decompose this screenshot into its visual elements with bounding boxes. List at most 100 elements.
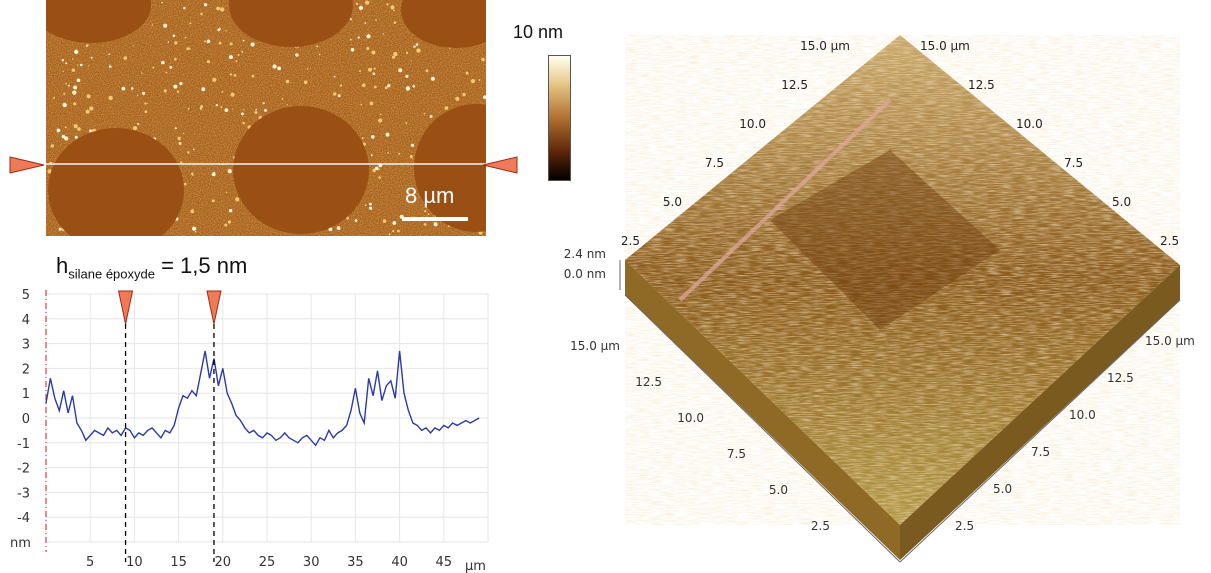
surface-front-right-tick: 15.0 µm (1145, 334, 1195, 348)
afm-speckle (318, 53, 321, 56)
afm-speckle (365, 204, 367, 206)
afm-speckle (206, 39, 211, 44)
afm-speckle (190, 172, 194, 176)
afm-speckle (199, 107, 202, 110)
afm-speckle (306, 68, 309, 70)
afm-speckle (373, 85, 377, 89)
afm-speckle (410, 143, 415, 147)
afm-speckle (405, 86, 411, 91)
profile-x-tick: 15 (170, 555, 187, 570)
afm-speckle (144, 110, 148, 113)
afm-speckle (242, 121, 245, 125)
profile-markers (117, 290, 222, 562)
axis-front-left (624, 294, 901, 563)
afm-speckle (354, 219, 358, 222)
profile-x-tick: 5 (86, 555, 94, 570)
afm-speckle (161, 60, 165, 65)
afm-speckle (413, 45, 416, 48)
surface-front-left-tick: 7.5 (727, 447, 746, 461)
afm-speckle (74, 49, 79, 55)
surface-depression (770, 150, 1000, 330)
afm-speckle (391, 55, 396, 59)
profile-y-tick: -2 (17, 462, 30, 477)
afm-speckle (254, 111, 258, 115)
afm-speckle (433, 222, 438, 227)
afm-speckle (378, 176, 381, 179)
afm-speckle (382, 219, 387, 223)
scalebar-label: 8 µm (405, 183, 455, 208)
afm-disk (401, 0, 486, 48)
afm-speckle (79, 63, 83, 67)
afm-speckle (216, 6, 221, 11)
afm-speckle (132, 126, 138, 131)
afm-speckle (241, 51, 244, 53)
afm-speckle (179, 81, 183, 86)
profile-y-tick: 0 (22, 412, 30, 427)
afm-speckle (188, 47, 191, 50)
afm-speckle (430, 76, 435, 81)
afm-speckle (410, 60, 412, 62)
afm-speckle (237, 54, 240, 56)
afm-speckle (227, 169, 232, 174)
profile-x-tick: 10 (126, 555, 143, 570)
afm-speckle (183, 6, 186, 10)
afm-speckle (398, 152, 401, 155)
afm-speckle (386, 3, 389, 6)
afm-speckle (225, 30, 227, 32)
afm-speckle (316, 45, 319, 48)
afm-speckle (362, 83, 366, 87)
afm-speckle (217, 28, 220, 32)
afm-speckle (349, 18, 352, 21)
height-annotation-main: h (56, 253, 69, 278)
afm-speckle (186, 47, 190, 51)
afm-speckle (371, 135, 375, 139)
afm-speckle (264, 109, 267, 112)
afm-speckle (250, 42, 255, 47)
afm-speckle (373, 67, 376, 70)
profile-y-tick: 2 (22, 362, 30, 377)
surface-front-right-tick: 2.5 (955, 519, 974, 533)
afm-speckle (415, 43, 419, 46)
afm-speckle (393, 51, 398, 57)
surface-z-tick: 2.4 nm (564, 247, 606, 261)
afm-disk (233, 106, 369, 234)
profile-marker-left (9, 156, 45, 174)
afm-speckle (286, 104, 289, 106)
afm-speckle (364, 22, 367, 24)
afm-speckle (455, 96, 460, 101)
profile-x-tick: 20 (215, 555, 232, 570)
afm-disk (46, 0, 151, 43)
afm-speckle (235, 60, 238, 62)
afm-speckle (405, 74, 409, 78)
afm-speckle (174, 41, 178, 45)
profile-y-tick: -1 (17, 437, 30, 452)
afm-speckle (73, 102, 77, 106)
surface-back-right-tick: 12.5 (968, 78, 995, 92)
afm-speckle (337, 94, 341, 98)
surface-front-right-tick: 10.0 (1069, 408, 1096, 422)
afm-speckle (406, 51, 409, 55)
afm-speckle (163, 89, 167, 93)
afm-speckle (176, 90, 180, 93)
afm-speckle (243, 109, 245, 111)
afm-speckle (409, 155, 413, 158)
afm-speckle (183, 182, 187, 186)
afm-speckle (423, 223, 427, 226)
afm-speckle (375, 19, 377, 21)
surface-3d-render: 2.4 nm 0.0 nm 15.0 µm 12.5 10.0 7.5 5.0 2.5 15.0… (564, 35, 1195, 563)
profile-xlabel: µm (465, 559, 486, 573)
afm-speckle (412, 85, 416, 88)
afm-speckle (382, 33, 384, 35)
profile-y-tick: 4 (22, 313, 30, 328)
surface-back-right-tick: 5.0 (1112, 195, 1131, 209)
afm-speckle (172, 34, 176, 38)
afm-speckle (63, 92, 66, 95)
afm-speckle (72, 90, 77, 95)
afm-speckle (232, 108, 234, 110)
afm-speckle (392, 221, 397, 225)
afm-disk (414, 104, 486, 232)
afm-speckle (190, 209, 194, 214)
afm-speckle (355, 2, 359, 6)
afm-speckle (178, 142, 182, 145)
afm-speckle (368, 67, 372, 72)
